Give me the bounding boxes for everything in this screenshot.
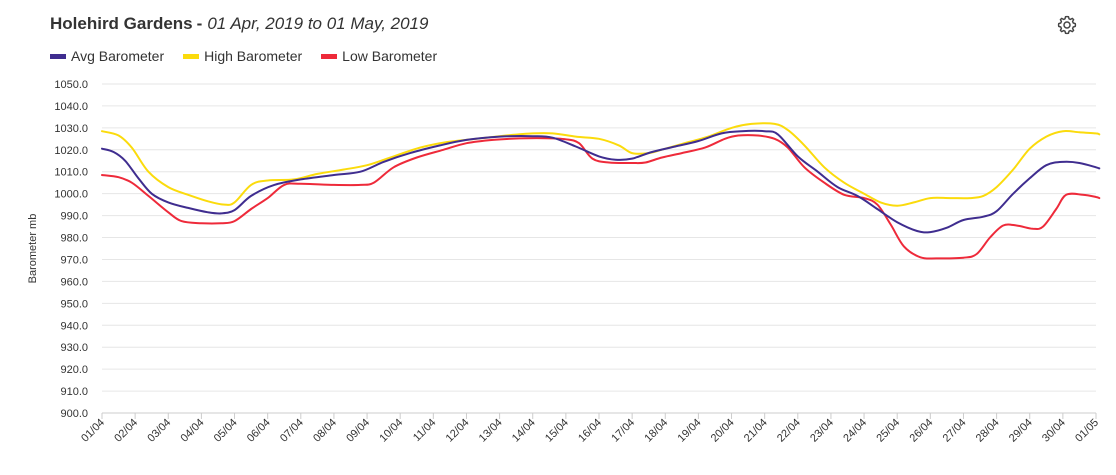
y-tick-label: 980.0 [60, 233, 88, 245]
series-line-low-barometer [101, 134, 1101, 260]
y-tick-label: 960.0 [60, 276, 88, 288]
x-tick-label: 17/04 [609, 417, 637, 445]
x-tick-label: 08/04 [311, 417, 339, 445]
x-tick-label: 29/04 [1007, 417, 1035, 445]
x-tick-label: 03/04 [145, 417, 173, 445]
y-tick-label: 1030.0 [54, 123, 88, 135]
y-tick-label: 990.0 [60, 211, 88, 223]
x-tick-label: 02/04 [112, 417, 140, 445]
x-tick-label: 12/04 [444, 417, 472, 445]
x-tick-label: 07/04 [278, 417, 306, 445]
x-tick-label: 18/04 [642, 417, 670, 445]
y-tick-label: 1020.0 [54, 145, 88, 157]
legend-label-low: Low Barometer [342, 48, 438, 64]
x-tick-label: 28/04 [974, 417, 1002, 445]
x-tick-label: 30/04 [1040, 417, 1068, 445]
y-tick-label: 970.0 [60, 254, 88, 266]
x-tick-label: 25/04 [874, 417, 902, 445]
y-tick-label: 1040.0 [54, 101, 88, 113]
legend-item-low[interactable]: Low Barometer [321, 48, 437, 64]
x-tick-label: 23/04 [808, 417, 836, 445]
legend-label-high: High Barometer [204, 48, 303, 64]
x-tick-label: 13/04 [477, 417, 505, 445]
chart-header: Holehird Gardens - 01 Apr, 2019 to 01 Ma… [50, 14, 428, 38]
x-tick-label: 22/04 [775, 417, 803, 445]
y-tick-label: 1000.0 [54, 189, 88, 201]
x-tick-label: 16/04 [576, 417, 604, 445]
y-axis-label: Barometer mb [27, 214, 39, 284]
gear-icon[interactable] [1056, 14, 1078, 36]
legend-swatch-low [321, 53, 338, 59]
legend-swatch-avg [50, 53, 66, 59]
x-tick-label: 04/04 [179, 417, 207, 445]
legend-item-high[interactable]: High Barometer [183, 48, 302, 64]
y-tick-label: 920.0 [60, 364, 88, 376]
x-tick-label: 14/04 [510, 417, 538, 445]
title-separator: - [196, 14, 203, 33]
y-tick-label: 900.0 [60, 408, 88, 420]
x-tick-label: 11/04 [411, 417, 438, 444]
x-tick-label: 26/04 [908, 417, 936, 445]
y-tick-label: 1050.0 [54, 79, 88, 91]
chart-title: Holehird Gardens [50, 14, 193, 33]
x-tick-label: 10/04 [377, 417, 405, 445]
y-tick-label: 950.0 [60, 298, 88, 310]
y-tick-label: 940.0 [60, 320, 88, 332]
date-range: 01 Apr, 2019 to 01 May, 2019 [207, 14, 429, 33]
x-tick-label: 15/04 [543, 417, 571, 445]
chart-legend: Avg Barometer High Barometer Low Baromet… [50, 48, 456, 64]
x-tick-label: 27/04 [941, 417, 969, 445]
series-line-avg-barometer [101, 129, 1101, 234]
y-tick-label: 1010.0 [54, 167, 88, 179]
x-tick-label: 24/04 [841, 417, 869, 445]
x-tick-label: 21/04 [742, 417, 770, 445]
legend-item-avg[interactable]: Avg Barometer [50, 48, 164, 64]
x-tick-label: 05/04 [212, 417, 240, 445]
y-tick-label: 930.0 [60, 342, 88, 354]
legend-label-avg: Avg Barometer [71, 48, 165, 64]
y-tick-label: 910.0 [60, 386, 88, 398]
x-tick-label: 19/04 [676, 417, 704, 445]
x-tick-label: 09/04 [344, 417, 372, 445]
x-tick-label: 01/05 [1073, 417, 1101, 445]
x-tick-label: 20/04 [709, 417, 737, 445]
legend-swatch-high [183, 53, 200, 59]
x-tick-label: 01/04 [79, 417, 107, 445]
x-tick-label: 06/04 [245, 417, 273, 445]
